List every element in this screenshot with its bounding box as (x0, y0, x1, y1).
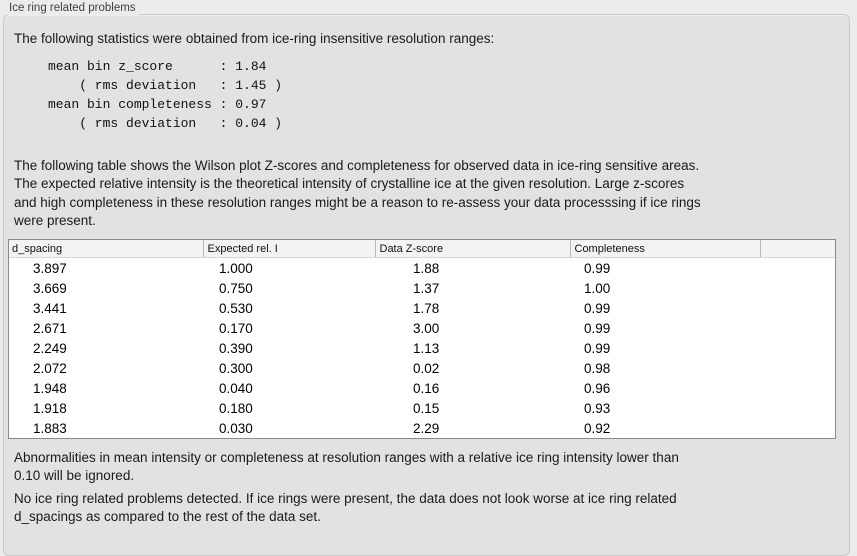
table-cell: 1.37 (413, 280, 440, 296)
table-cell: 0.15 (413, 400, 440, 416)
table-row[interactable]: 2.072 0.300 0.02 0.98 (9, 358, 835, 378)
table-cell: 0.96 (584, 380, 611, 396)
table-cell (760, 418, 835, 438)
column-header[interactable]: d_spacing (9, 240, 203, 258)
table-cell: 0.99 (584, 340, 611, 356)
table-cell: 0.300 (219, 360, 253, 376)
table-cell: 0.92 (584, 420, 611, 436)
column-header[interactable]: Data Z-score (374, 240, 570, 258)
table-cell (760, 378, 835, 398)
stats-intro-text: The following statistics were obtained f… (14, 31, 495, 46)
conclusion-text: No ice ring related problems detected. I… (14, 491, 677, 525)
table-cell: 1.883 (33, 420, 67, 436)
table-cell: 1.78 (413, 300, 440, 316)
table-cell: 2.249 (33, 340, 67, 356)
table-cell: 0.530 (219, 300, 253, 316)
table-row[interactable]: 1.883 0.030 2.29 0.92 (9, 418, 835, 438)
table-cell: 3.441 (33, 300, 67, 316)
table-row[interactable]: 1.918 0.180 0.15 0.93 (9, 398, 835, 418)
table-cell: 0.040 (219, 380, 253, 396)
table-cell: 0.390 (219, 340, 253, 356)
column-header[interactable]: Completeness (569, 240, 760, 258)
table-cell: 0.750 (219, 280, 253, 296)
ice-ring-table[interactable]: d_spacing Expected rel. I Data Z-score Comp… (8, 239, 836, 439)
table-cell (760, 398, 835, 418)
table-row[interactable]: 2.249 0.390 1.13 0.99 (9, 338, 835, 358)
ignore-note-text: Abnormalities in mean intensity or compl… (14, 450, 679, 484)
table-cell: 0.99 (584, 320, 611, 336)
table-row[interactable]: 3.897 1.000 1.88 0.99 (9, 258, 835, 279)
table-row[interactable]: 2.671 0.170 3.00 0.99 (9, 318, 835, 338)
table-cell: 1.918 (33, 400, 67, 416)
table-cell: 0.030 (219, 420, 253, 436)
panel-title: Ice ring related problems (6, 2, 139, 15)
table-intro-text: The following table shows the Wilson plo… (14, 158, 701, 228)
table-cell: 1.948 (33, 380, 67, 396)
ice-ring-table-grid: d_spacing Expected rel. I Data Z-score Comp… (9, 240, 835, 438)
table-cell: 3.669 (33, 280, 67, 296)
table-cell (760, 358, 835, 378)
table-cell: 1.13 (413, 340, 440, 356)
table-cell: 0.99 (584, 300, 611, 316)
table-cell: 1.00 (584, 280, 611, 296)
table-cell: 0.99 (584, 260, 611, 276)
column-header[interactable]: Expected rel. I (202, 240, 375, 258)
column-header-filler (759, 240, 835, 258)
table-cell: 2.29 (413, 420, 440, 436)
table-row[interactable]: 3.441 0.530 1.78 0.99 (9, 298, 835, 318)
table-cell (760, 298, 835, 318)
table-cell (760, 338, 835, 358)
table-cell: 0.16 (413, 380, 440, 396)
table-cell (760, 258, 835, 279)
table-cell: 3.897 (33, 260, 67, 276)
table-cell (760, 278, 835, 298)
table-header-row: d_spacing Expected rel. I Data Z-score Comp… (9, 240, 835, 258)
stats-block: mean bin z_score : 1.84 ( rms deviation … (48, 59, 283, 131)
table-cell: 2.671 (33, 320, 67, 336)
table-cell: 1.88 (413, 260, 440, 276)
table-cell: 0.180 (219, 400, 253, 416)
table-cell: 0.02 (413, 360, 440, 376)
table-cell (760, 318, 835, 338)
table-cell: 0.170 (219, 320, 253, 336)
table-cell: 2.072 (33, 360, 67, 376)
table-cell: 0.93 (584, 400, 611, 416)
table-row[interactable]: 1.948 0.040 0.16 0.96 (9, 378, 835, 398)
table-cell: 3.00 (413, 320, 440, 336)
table-row[interactable]: 3.669 0.750 1.37 1.00 (9, 278, 835, 298)
table-cell: 0.98 (584, 360, 611, 376)
table-cell: 1.000 (219, 260, 253, 276)
